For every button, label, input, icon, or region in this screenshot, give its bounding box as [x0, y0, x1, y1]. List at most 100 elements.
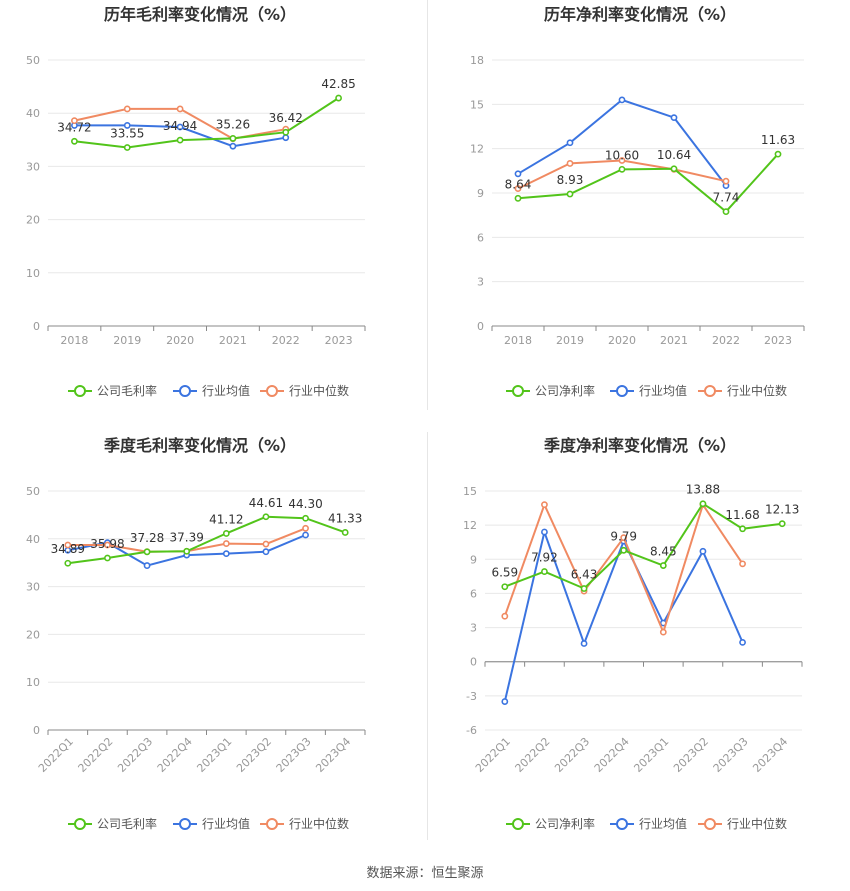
series-line-industry_median	[503, 502, 744, 636]
legend-swatch-marker	[704, 818, 716, 830]
data-label: 8.45	[650, 545, 677, 559]
data-point-company	[123, 144, 131, 151]
y-tick-label: 15	[463, 485, 477, 498]
legend-swatch-marker	[179, 385, 191, 397]
data-point-company	[739, 525, 746, 533]
data-point-company	[670, 165, 678, 173]
x-tick-label: 2023Q2	[671, 735, 711, 775]
data-label: 37.28	[130, 531, 164, 545]
chart-panel-2: 历年净利率变化情况（%） 0 3 6 9 12 15 18 2018 2019 2020 2021 20…	[470, 5, 805, 398]
data-point-company	[335, 94, 342, 102]
data-label: 36.42	[269, 111, 303, 125]
data-point-industry_median	[722, 177, 730, 185]
data-point-industry_median	[566, 160, 574, 167]
data-point-industry_median	[64, 541, 72, 549]
x-tick-label: 2022Q3	[115, 735, 155, 775]
legend-item-company[interactable]: 公司毛利率	[68, 816, 157, 831]
data-point-company	[774, 150, 782, 158]
legend-label: 行业均值	[202, 816, 250, 831]
x-tick-label: 2020	[166, 334, 194, 347]
data-point-company	[514, 194, 522, 202]
y-tick-label: -3	[466, 690, 477, 703]
x-tick-label: 2020	[608, 334, 636, 347]
data-label: 34.94	[163, 119, 197, 133]
data-point-industry_median	[739, 560, 746, 568]
data-label: 41.12	[209, 512, 243, 526]
legend-item-industry_median[interactable]: 行业中位数	[698, 383, 787, 398]
legend-swatch-marker	[179, 818, 191, 830]
legend-item-company[interactable]: 公司净利率	[506, 383, 595, 398]
data-point-industry_avg	[580, 640, 588, 647]
data-point-company	[699, 500, 707, 508]
y-tick-label: 0	[33, 320, 40, 333]
legend-item-industry_median[interactable]: 行业中位数	[260, 383, 349, 398]
legend-label: 行业中位数	[289, 383, 349, 398]
y-tick-label: 10	[26, 676, 40, 689]
y-tick-label: 6	[477, 231, 484, 244]
legend-swatch-marker	[266, 818, 278, 830]
data-label: 44.61	[249, 496, 283, 510]
data-label: 35.26	[216, 117, 250, 131]
legend-swatch-marker	[616, 385, 628, 397]
legend-item-industry_avg[interactable]: 行业均值	[610, 383, 687, 398]
y-tick-label: 18	[470, 54, 484, 67]
legend-item-industry_avg[interactable]: 行业均值	[173, 383, 250, 398]
y-tick-label: 30	[26, 160, 40, 173]
data-point-company	[229, 135, 237, 142]
data-point-industry_avg	[222, 550, 230, 558]
data-label: 13.88	[686, 483, 720, 497]
data-label: 6.59	[491, 566, 518, 580]
data-point-industry_median	[514, 185, 522, 192]
data-label: 34.89	[51, 542, 85, 556]
series-line-company	[504, 502, 783, 590]
data-label: 6.43	[571, 568, 598, 582]
data-label: 11.63	[761, 133, 795, 147]
legend-label: 行业均值	[639, 383, 687, 398]
y-tick-label: 40	[26, 533, 40, 546]
x-tick-label: 2023Q2	[234, 735, 274, 775]
legend-swatch-marker	[74, 385, 86, 397]
legend-item-industry_avg[interactable]: 行业均值	[610, 816, 687, 831]
y-tick-label: 9	[477, 187, 484, 200]
data-label: 12.13	[765, 503, 799, 517]
x-tick-label: 2022Q1	[36, 735, 76, 775]
legend-swatch-marker	[266, 385, 278, 397]
x-tick-label: 2019	[113, 334, 141, 347]
y-tick-label: 0	[470, 656, 477, 669]
series-line-company	[67, 515, 346, 565]
data-point-company	[282, 128, 290, 136]
x-tick-label: 2021	[660, 334, 688, 347]
x-tick-label: 2023Q4	[313, 735, 353, 775]
data-point-company	[143, 548, 151, 556]
data-label: 10.64	[657, 148, 691, 162]
data-point-industry_median	[176, 105, 184, 113]
data-label: 41.33	[328, 511, 362, 525]
chart-panel-1: 历年毛利率变化情况（%） 0 10 20 30 40 50 2018 2019 2020 2021 2…	[26, 5, 366, 398]
legend-item-company[interactable]: 公司净利率	[506, 816, 595, 831]
data-label: 9.79	[610, 529, 637, 543]
data-point-industry_median	[222, 540, 230, 547]
legend-item-industry_median[interactable]: 行业中位数	[260, 816, 349, 831]
y-tick-label: 3	[470, 622, 477, 635]
legend-item-industry_avg[interactable]: 行业均值	[173, 816, 250, 831]
data-point-industry_avg	[566, 139, 574, 147]
y-tick-label: 0	[33, 724, 40, 737]
legend-item-company[interactable]: 公司毛利率	[68, 383, 157, 398]
y-tick-label: 20	[26, 214, 40, 227]
legend-item-industry_median[interactable]: 行业中位数	[698, 816, 787, 831]
data-label: 35.98	[90, 537, 124, 551]
data-point-company	[341, 529, 349, 536]
data-label: 42.85	[321, 77, 355, 91]
legend-label: 公司毛利率	[97, 816, 157, 831]
data-point-company	[183, 547, 191, 555]
y-tick-label: 0	[477, 320, 484, 333]
vertical-divider-top	[427, 0, 428, 410]
chart-title: 季度毛利率变化情况（%）	[103, 436, 296, 455]
data-point-industry_avg	[541, 528, 548, 536]
data-point-industry_avg	[123, 122, 131, 129]
y-tick-label: 10	[26, 267, 40, 280]
x-tick-label: 2023Q1	[631, 735, 671, 775]
